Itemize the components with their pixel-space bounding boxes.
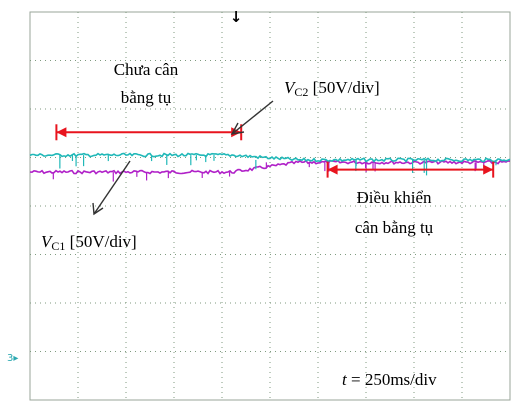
trace-v-c1 xyxy=(29,152,511,163)
vc1-label-sub: C1 xyxy=(51,239,65,253)
traces xyxy=(29,152,511,182)
channel-3-marker: 3▸ xyxy=(7,353,18,364)
vc1-label-text: [50V/div] xyxy=(65,232,136,251)
unbalanced-label-line1: Chưa cân xyxy=(114,60,179,79)
balanced-interval-start-arrowhead xyxy=(327,164,338,175)
time-label-text: = 250ms/div xyxy=(347,370,437,389)
trace-v-c2 xyxy=(29,159,511,175)
vc1-label-var: V xyxy=(41,232,54,251)
vc1-label: VC1 [50V/div] xyxy=(41,232,137,253)
vc2-label-text: [50V/div] xyxy=(308,78,379,97)
unbalanced-interval-start-arrowhead xyxy=(56,127,67,138)
balanced-label-line2: cân bằng tụ xyxy=(355,218,434,237)
interval-arrows xyxy=(55,124,495,178)
balanced-label-line1: Điều khiển xyxy=(356,188,432,207)
balanced-interval-end-arrowhead xyxy=(483,164,494,175)
vc2-pointer-arrow xyxy=(231,100,274,135)
grid xyxy=(30,12,510,400)
time-label-var: t xyxy=(342,370,348,389)
vc2-label-var: V xyxy=(284,78,297,97)
trigger-marker-icon: ↓ xyxy=(230,8,243,26)
vc2-label: VC2 [50V/div] xyxy=(284,78,380,99)
vc2-pointer-arrowhead xyxy=(230,122,245,135)
pointer-arrows xyxy=(92,100,274,216)
time-per-div-label: t = 250ms/div xyxy=(342,370,437,389)
vc1-pointer-arrowhead xyxy=(92,202,104,216)
unbalanced-label-line2: bằng tụ xyxy=(121,88,172,107)
vc2-label-sub: C2 xyxy=(294,85,308,99)
vc1-pointer-arrow xyxy=(93,160,131,215)
